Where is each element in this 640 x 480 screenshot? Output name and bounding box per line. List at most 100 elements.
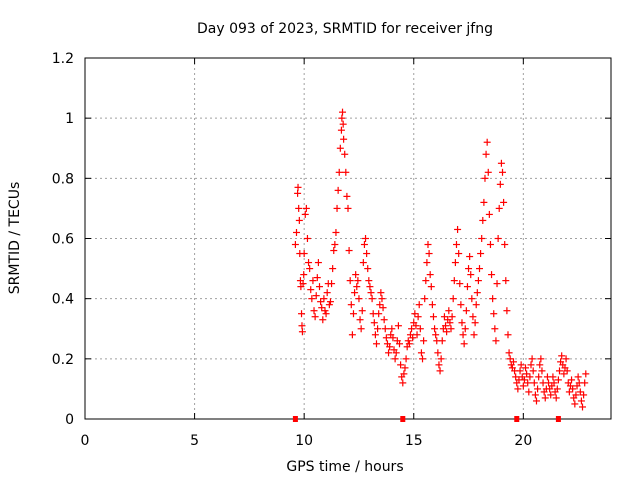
data-point <box>454 225 462 233</box>
data-point <box>474 277 482 285</box>
data-point <box>563 367 571 375</box>
x-tick-label: 15 <box>405 433 423 449</box>
data-point <box>339 120 347 128</box>
data-point <box>370 319 378 327</box>
data-point <box>420 337 428 345</box>
data-point <box>550 379 558 387</box>
data-point <box>431 325 439 333</box>
data-point <box>362 235 370 242</box>
data-point <box>366 283 374 291</box>
gap-marker <box>514 416 520 422</box>
x-tick-label: 5 <box>190 433 199 449</box>
data-point <box>466 253 474 261</box>
data-point <box>547 391 555 399</box>
data-point <box>429 313 437 321</box>
data-point <box>309 277 317 285</box>
gap-marker <box>292 416 298 422</box>
gap-marker <box>400 416 406 422</box>
data-point <box>480 198 488 206</box>
y-axis-label: SRMTID / TECUs <box>7 182 23 295</box>
data-point <box>479 216 487 224</box>
data-point <box>385 349 393 357</box>
data-point <box>576 388 584 396</box>
data-point <box>351 289 359 297</box>
data-point <box>396 340 404 348</box>
data-point <box>442 322 450 330</box>
data-point <box>526 373 534 381</box>
data-point <box>426 271 434 279</box>
data-point <box>496 180 504 188</box>
data-point <box>294 183 302 191</box>
data-point <box>514 385 522 393</box>
data-point <box>346 277 354 285</box>
data-point <box>552 394 560 402</box>
data-point <box>541 394 549 402</box>
y-tick-label: 1.2 <box>52 51 74 67</box>
data-point <box>504 331 512 339</box>
data-point <box>532 397 540 405</box>
data-point <box>380 316 388 324</box>
data-point <box>427 283 435 291</box>
data-point <box>331 241 339 249</box>
data-point <box>303 235 311 242</box>
data-point <box>391 355 399 363</box>
data-point <box>424 241 432 249</box>
data-point <box>562 355 570 363</box>
y-tick-label: 0.4 <box>52 292 74 308</box>
data-point <box>500 198 508 206</box>
data-point <box>298 310 306 318</box>
y-tick-label: 0.8 <box>52 171 74 187</box>
data-point <box>572 391 580 399</box>
data-point <box>392 349 400 357</box>
data-point <box>452 241 460 249</box>
y-tick-label: 0.2 <box>52 352 74 368</box>
data-point <box>401 364 409 372</box>
data-point <box>460 340 468 348</box>
data-point <box>493 280 501 288</box>
y-tick-label: 0.6 <box>52 232 74 248</box>
data-point <box>495 204 503 212</box>
data-point <box>531 391 539 399</box>
x-tick-label: 10 <box>295 433 313 449</box>
data-point <box>455 250 463 258</box>
data-point <box>523 370 531 378</box>
x-tick-label: 20 <box>514 433 532 449</box>
data-point <box>459 331 467 339</box>
data-point <box>339 108 347 116</box>
data-point <box>519 382 527 390</box>
data-point <box>372 340 380 348</box>
data-point <box>306 265 314 273</box>
data-point <box>359 259 367 267</box>
data-point <box>334 186 342 194</box>
data-point <box>528 355 536 363</box>
data-point <box>389 334 397 342</box>
data-point <box>482 150 490 158</box>
data-point <box>341 150 349 158</box>
data-point <box>451 259 459 267</box>
data-point <box>394 322 402 330</box>
data-point <box>565 388 573 396</box>
data-point <box>325 301 333 309</box>
data-point <box>512 373 520 381</box>
data-point <box>326 298 334 306</box>
data-point <box>450 277 458 285</box>
data-point <box>333 204 341 212</box>
data-point <box>516 367 524 375</box>
data-point <box>485 210 493 218</box>
data-point <box>501 241 509 249</box>
data-point <box>497 159 505 167</box>
data-point <box>448 313 456 321</box>
data-point <box>470 331 478 339</box>
data-point <box>445 307 453 315</box>
data-point <box>574 373 582 381</box>
data-point <box>538 367 546 375</box>
data-point <box>488 271 496 279</box>
data-point <box>408 325 416 333</box>
data-point <box>374 325 382 333</box>
data-point <box>349 310 357 318</box>
data-point <box>535 373 543 381</box>
data-point <box>456 280 464 288</box>
data-points <box>291 108 590 411</box>
data-point <box>469 313 477 321</box>
